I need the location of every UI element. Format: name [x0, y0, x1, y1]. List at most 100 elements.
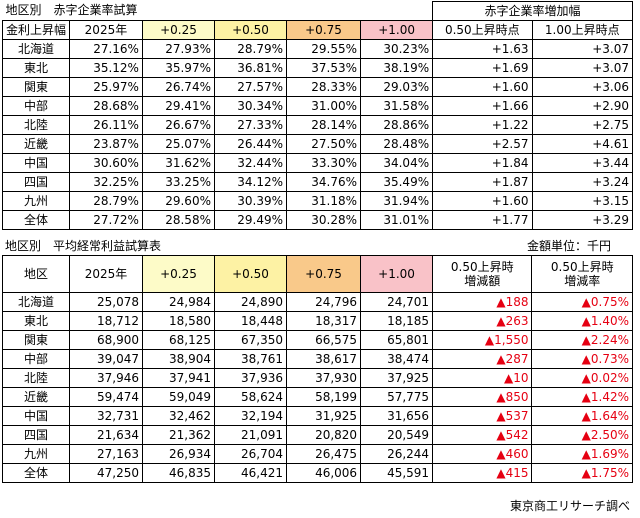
value-cell: 27.72%	[68, 210, 143, 230]
profit-table-header-row: 地区 2025年 +0.25 +0.50 +0.75 +1.00 0.50上昇時…	[2, 255, 633, 293]
value-cell: 58,624	[213, 387, 288, 407]
value-cell: ▲1.40%	[531, 311, 633, 331]
value-cell: ▲415	[432, 463, 533, 483]
region-name-cell: 東北	[2, 58, 70, 78]
profit-table-row: 近畿 59,474 59,049 58,624 58,199 57,775 ▲850 ▲1.4…	[2, 387, 633, 407]
col-header-change-amount: 0.50上昇時 増減額	[432, 255, 533, 293]
value-cell: 26.44%	[213, 134, 288, 154]
region-name-cell: 四国	[2, 172, 70, 192]
value-cell: 37,925	[360, 368, 434, 388]
profit-table-row: 中国 32,731 32,462 32,194 31,925 31,656 ▲537 ▲1.6…	[2, 406, 633, 426]
value-cell: 37,936	[213, 368, 288, 388]
value-cell: +2.57	[432, 134, 533, 154]
value-cell: 20,549	[360, 425, 434, 445]
value-cell: 21,091	[213, 425, 288, 445]
col-header-plus-025: +0.25	[141, 20, 215, 40]
value-cell: +1.77	[432, 210, 533, 230]
profit-table-row: 北陸 37,946 37,941 37,936 37,930 37,925 ▲10 ▲0.02…	[2, 368, 633, 388]
value-cell: 37,941	[141, 368, 216, 388]
value-cell: ▲1,550	[432, 330, 533, 350]
value-cell: 29.03%	[360, 77, 434, 97]
profit-table-row: 北海道 25,078 24,984 24,890 24,796 24,701 ▲188 ▲0.…	[2, 292, 633, 312]
region-name-cell: 中国	[2, 153, 70, 173]
value-cell: +1.66	[432, 96, 533, 116]
value-cell: 31.62%	[141, 153, 215, 173]
deficit-table-title: 地区別 赤字企業率試算	[2, 1, 433, 21]
deficit-table-row: 四国 32.25% 33.25% 34.12% 34.76% 35.49% +1.87 +3.…	[2, 172, 634, 192]
value-cell: 37,930	[286, 368, 362, 388]
value-cell: 45,591	[360, 463, 434, 483]
value-cell: 38,761	[213, 349, 288, 369]
value-cell: 65,801	[360, 330, 434, 350]
value-cell: ▲0.02%	[531, 368, 633, 388]
region-name-cell: 関東	[2, 77, 70, 97]
value-cell: 30.34%	[213, 96, 288, 116]
value-cell: 24,796	[286, 292, 362, 312]
value-cell: +1.84	[432, 153, 533, 173]
value-cell: 25,078	[68, 292, 143, 312]
value-cell: +2.75	[531, 115, 634, 135]
deficit-table-row: 近畿 23.87% 25.07% 26.44% 27.50% 28.48% +2.57 +4.…	[2, 134, 634, 154]
value-cell: 30.28%	[285, 210, 362, 230]
region-name-cell: 近畿	[2, 387, 70, 407]
col-header-region: 地区	[2, 255, 70, 293]
profit-table-body: 北海道 25,078 24,984 24,890 24,796 24,701 ▲188 ▲0.…	[2, 292, 633, 483]
col-header-plus-100: +1.00	[360, 255, 434, 293]
value-cell: 46,421	[213, 463, 288, 483]
value-cell: 26,704	[213, 444, 288, 464]
value-cell: 27.93%	[141, 39, 215, 59]
value-cell: 24,890	[213, 292, 288, 312]
value-cell: ▲0.73%	[531, 349, 633, 369]
value-cell: 31.94%	[360, 191, 434, 211]
value-cell: ▲2.50%	[531, 425, 633, 445]
value-cell: 27,163	[68, 444, 143, 464]
col-header-change-rate-line1: 0.50上昇時	[550, 260, 614, 274]
value-cell: ▲850	[432, 387, 533, 407]
region-name-cell: 中国	[2, 406, 70, 426]
value-cell: 66,575	[286, 330, 362, 350]
value-cell: 30.23%	[360, 39, 434, 59]
value-cell: 38,904	[141, 349, 216, 369]
col-header-plus-075: +0.75	[286, 255, 362, 293]
profit-table-row: 中部 39,047 38,904 38,761 38,617 38,474 ▲287 ▲0.7…	[2, 349, 633, 369]
deficit-table-row: 全体 27.72% 28.58% 29.49% 30.28% 31.01% +1.77 +3.…	[2, 210, 634, 230]
value-cell: 28.79%	[213, 39, 288, 59]
value-cell: +3.07	[531, 58, 634, 78]
value-cell: 35.97%	[141, 58, 215, 78]
value-cell: 18,712	[68, 311, 143, 331]
value-cell: 26.11%	[68, 115, 143, 135]
value-cell: ▲537	[432, 406, 533, 426]
value-cell: ▲1.64%	[531, 406, 633, 426]
value-cell: +3.07	[531, 39, 634, 59]
value-cell: 27.16%	[68, 39, 143, 59]
value-cell: 18,580	[141, 311, 216, 331]
col-header-100-point: 1.00上昇時点	[531, 20, 634, 40]
col-header-change-amount-line2: 増減額	[464, 274, 501, 288]
value-cell: +3.44	[531, 153, 634, 173]
unit-label: 金額単位：千円	[527, 239, 612, 253]
value-cell: 38.19%	[360, 58, 434, 78]
value-cell: ▲10	[432, 368, 533, 388]
value-cell: 28.58%	[141, 210, 215, 230]
region-name-cell: 近畿	[2, 134, 70, 154]
value-cell: 28.14%	[285, 115, 362, 135]
value-cell: 32,194	[213, 406, 288, 426]
value-cell: 31.58%	[360, 96, 434, 116]
value-cell: 25.07%	[141, 134, 215, 154]
value-cell: 24,701	[360, 292, 434, 312]
value-cell: 57,775	[360, 387, 434, 407]
col-header-050-point: 0.50上昇時点	[432, 20, 533, 40]
profit-table-row: 四国 21,634 21,362 21,091 20,820 20,549 ▲542 ▲2.5…	[2, 425, 633, 445]
value-cell: 31,656	[360, 406, 434, 426]
region-name-cell: 北陸	[2, 368, 70, 388]
deficit-table-title-row: 地区別 赤字企業率試算 赤字企業率増加幅	[2, 1, 633, 21]
value-cell: ▲542	[432, 425, 533, 445]
value-cell: 25.97%	[68, 77, 143, 97]
col-header-2025: 2025年	[68, 255, 143, 293]
col-header-change-rate-line2: 増減率	[564, 274, 601, 288]
profit-table-row: 関東 68,900 68,125 67,350 66,575 65,801 ▲1,550 ▲2…	[2, 330, 633, 350]
value-cell: +4.61	[531, 134, 634, 154]
value-cell: 28.79%	[68, 191, 143, 211]
value-cell: ▲188	[432, 292, 533, 312]
col-header-plus-050: +0.50	[213, 255, 288, 293]
